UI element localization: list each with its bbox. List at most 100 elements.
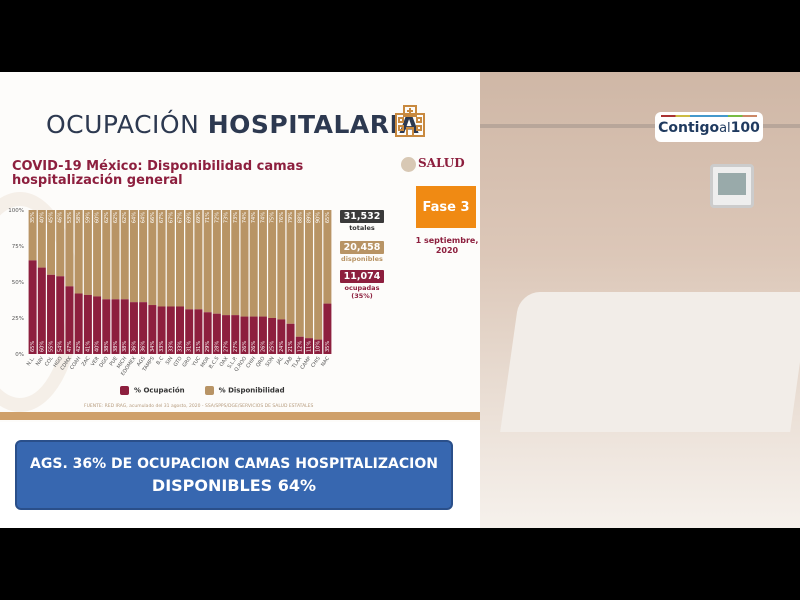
legend: % Ocupación % Disponibilidad <box>120 386 285 395</box>
bar-ocupacion <box>139 302 148 354</box>
x-tick-label: QRO <box>255 356 266 369</box>
data-label-ocupacion: 55% <box>49 341 55 352</box>
bar-disponibilidad <box>194 210 203 310</box>
bar-disponibilidad <box>295 210 304 337</box>
bar-disponibilidad <box>314 210 323 340</box>
data-label-disponibilidad: 72% <box>214 212 220 223</box>
bar-disponibilidad <box>47 210 56 275</box>
bar-disponibilidad <box>28 210 37 261</box>
y-tick-label: 100% <box>8 208 24 214</box>
wall-rail <box>480 124 800 128</box>
bar-ocupacion <box>295 336 304 354</box>
bar-disponibilidad <box>166 210 175 307</box>
data-label-disponibilidad: 45% <box>49 212 55 223</box>
stat-label: disponibles <box>341 255 383 263</box>
data-label-disponibilidad: 90% <box>316 212 322 223</box>
bed-image <box>500 292 800 432</box>
bar-disponibilidad <box>139 210 148 303</box>
stat-label: ocupadas (35%) <box>344 284 380 300</box>
data-label-disponibilidad: 64% <box>131 212 137 223</box>
bar-ocupacion <box>185 309 194 354</box>
data-label-disponibilidad: 64% <box>141 212 147 223</box>
data-label-ocupacion: 42% <box>76 341 82 352</box>
bar-ocupacion <box>286 323 295 354</box>
y-tick-label: 0% <box>15 352 24 358</box>
data-label-ocupacion: 21% <box>288 341 294 352</box>
data-label-ocupacion: 38% <box>104 341 110 352</box>
bar-ocupacion <box>83 294 92 354</box>
data-label-ocupacion: 47% <box>67 341 73 352</box>
stat-value: 11,074 <box>340 270 384 283</box>
data-label-ocupacion: 26% <box>251 341 257 352</box>
bar-disponibilidad <box>129 210 138 303</box>
stat-occupied: 11,074 ocupadas (35%) <box>340 270 384 300</box>
x-tick-label: PUE <box>109 356 120 368</box>
stat-total: 31,532 totales <box>340 210 384 232</box>
x-tick-label: SON <box>265 356 276 369</box>
data-label-ocupacion: 35% <box>325 341 331 352</box>
x-tick-label: ZAC <box>81 355 92 367</box>
bar-disponibilidad <box>175 210 185 307</box>
data-label-disponibilidad: 88% <box>297 212 303 223</box>
bar-ocupacion <box>148 305 157 354</box>
data-label-disponibilidad: 75% <box>270 212 276 223</box>
data-label-ocupacion: 31% <box>187 341 193 352</box>
stat-label: totales <box>349 224 375 232</box>
data-label-disponibilidad: 74% <box>260 212 266 223</box>
legend-item-ocupacion: % Ocupación <box>120 386 185 395</box>
bar-ocupacion <box>74 293 83 354</box>
data-label-ocupacion: 27% <box>233 341 239 352</box>
data-label-disponibilidad: 65% <box>325 212 331 223</box>
data-label-disponibilidad: 89% <box>306 212 312 223</box>
bar-disponibilidad <box>323 210 332 304</box>
data-label-disponibilidad: 67% <box>168 212 174 223</box>
caption-banner: AGS. 36% DE OCUPACION CAMAS HOSPITALIZAC… <box>15 440 453 510</box>
bar-disponibilidad <box>203 210 212 313</box>
bar-ocupacion <box>120 299 129 354</box>
x-tick-label: JAL <box>275 356 285 367</box>
bar-ocupacion <box>47 274 56 354</box>
bar-ocupacion <box>314 339 323 354</box>
seal-icon <box>401 157 416 172</box>
data-label-ocupacion: 10% <box>316 341 322 352</box>
data-label-disponibilidad: 62% <box>113 212 119 223</box>
bar-ocupacion <box>231 315 240 354</box>
x-tick-label: N.L. <box>26 355 37 367</box>
data-label-ocupacion: 31% <box>196 341 202 352</box>
title-light: OCUPACIÓN <box>46 110 200 139</box>
bar-disponibilidad <box>249 210 258 317</box>
chart-subtitle: COVID-19 México: Disponibilidad camas ho… <box>12 159 304 188</box>
x-tick-label: MOR <box>200 355 212 368</box>
banner-line-1: AGS. 36% DE OCUPACION CAMAS HOSPITALIZAC… <box>30 456 438 472</box>
bar-disponibilidad <box>286 210 295 324</box>
data-label-disponibilidad: 74% <box>251 212 257 223</box>
bar-ocupacion <box>268 318 277 354</box>
data-label-disponibilidad: 53% <box>67 212 73 223</box>
data-label-disponibilidad: 71% <box>205 212 211 223</box>
data-label-disponibilidad: 62% <box>104 212 110 223</box>
x-tick-label: VER <box>90 355 101 367</box>
data-label-disponibilidad: 46% <box>58 212 64 223</box>
x-tick-label: CHIH <box>245 356 257 370</box>
decorative-strip <box>0 412 480 420</box>
data-label-disponibilidad: 35% <box>30 212 36 223</box>
data-label-disponibilidad: 60% <box>95 212 101 223</box>
x-tick-label: NAC <box>320 355 331 368</box>
bar-disponibilidad <box>74 210 83 294</box>
data-label-ocupacion: 26% <box>260 341 266 352</box>
x-tick-label: GRO <box>181 356 192 369</box>
monitor-image <box>710 164 754 208</box>
contigo-al-100-logo: Contigoal100 <box>655 112 763 142</box>
bar-disponibilidad <box>120 210 129 300</box>
data-label-ocupacion: 25% <box>270 341 276 352</box>
data-label-disponibilidad: 40% <box>39 212 45 223</box>
page-title: OCUPACIÓN HOSPITALARIA <box>46 110 419 139</box>
data-label-disponibilidad: 59% <box>85 212 91 223</box>
bar-ocupacion <box>258 316 267 354</box>
source-footnote: FUENTE: RED IRAG, acumulado del 31 agost… <box>84 404 314 409</box>
banner-line-2: DISPONIBLES 64% <box>151 476 317 495</box>
bar-ocupacion <box>65 286 74 354</box>
hospital-icon <box>395 105 425 137</box>
bar-ocupacion <box>304 338 313 354</box>
data-label-ocupacion: 33% <box>178 341 184 352</box>
